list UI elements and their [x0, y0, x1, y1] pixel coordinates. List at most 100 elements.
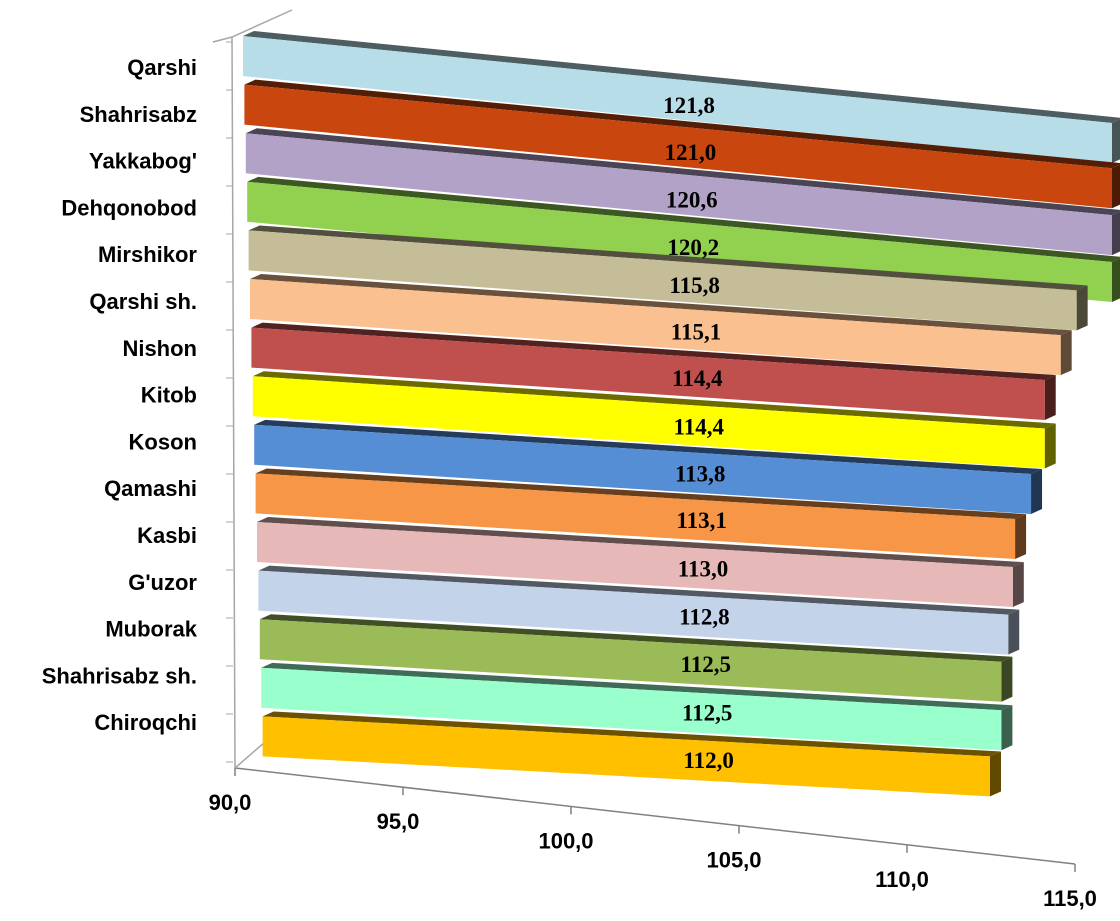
data-label: 114,4 — [672, 366, 723, 391]
bar-side — [1001, 705, 1013, 751]
bar-side — [1112, 258, 1120, 302]
bar-front — [244, 84, 1112, 209]
data-label: 115,8 — [669, 273, 719, 298]
bar — [250, 274, 1072, 376]
bar — [244, 79, 1120, 209]
category-label: Shahrisabz — [80, 102, 197, 127]
x-tick-label: 100,0 — [538, 828, 593, 853]
category-label: Koson — [129, 429, 197, 454]
bar-side — [1015, 514, 1027, 560]
category-label: Shahrisabz sh. — [42, 663, 197, 688]
y-axis-line — [231, 36, 236, 769]
category-label: Mirshikor — [98, 242, 197, 267]
x-tick-label: 90,0 — [209, 790, 252, 815]
category-label: Kitob — [141, 383, 197, 408]
bar-side — [1076, 285, 1088, 331]
category-label: Chiroqchi — [94, 710, 197, 735]
bar-top — [248, 225, 1088, 291]
data-label: 112,5 — [682, 701, 732, 726]
bar — [262, 711, 1002, 797]
category-label: Muborak — [105, 617, 197, 642]
bar-front — [252, 376, 1045, 469]
bar-side — [1044, 423, 1056, 469]
bar — [254, 419, 1043, 514]
bar-top — [258, 565, 1020, 615]
bar-front — [248, 230, 1077, 331]
bar-top — [243, 31, 1120, 123]
data-label: 114,4 — [674, 414, 725, 439]
bar-top — [252, 371, 1056, 429]
bar-top — [261, 662, 1013, 711]
bar-side — [1001, 656, 1013, 702]
category-label: Yakkabog' — [89, 149, 197, 174]
bar-front — [250, 279, 1061, 376]
bar-side — [1112, 211, 1120, 256]
bar-side — [1012, 562, 1024, 608]
bar-front — [258, 570, 1009, 655]
bar-side — [1008, 609, 1020, 655]
bar-top — [262, 711, 1002, 757]
x-axis-line — [234, 767, 1076, 865]
data-label: 121,8 — [663, 93, 715, 118]
bar-top — [259, 614, 1013, 662]
bar-front — [259, 619, 1002, 702]
category-label: Dehqonobod — [61, 195, 197, 220]
chart-labels: 90,0 95,0 100,0 105,0 110,0 115,0 Qarshi 121,8 S… — [42, 55, 1097, 911]
data-label: 120,6 — [666, 187, 718, 212]
bar — [245, 128, 1120, 256]
data-label: 113,1 — [676, 508, 726, 533]
category-label: Qamashi — [104, 476, 197, 501]
data-label: 113,0 — [678, 556, 728, 581]
bar — [243, 31, 1120, 163]
bar-top — [254, 419, 1043, 474]
bar-front — [262, 716, 991, 797]
bar-front — [261, 667, 1002, 751]
bar — [257, 517, 1024, 608]
bar — [261, 662, 1013, 751]
category-label: Kasbi — [137, 523, 197, 548]
bar-front — [257, 522, 1013, 608]
x-tick-label: 95,0 — [377, 809, 420, 834]
bar — [259, 614, 1013, 702]
bar-top — [245, 128, 1120, 216]
x-tick-label: 110,0 — [875, 867, 929, 892]
category-label: Nishon — [122, 336, 197, 361]
bar-side — [1044, 375, 1056, 420]
bar — [248, 225, 1088, 331]
bar-front — [255, 473, 1016, 560]
data-label: 115,1 — [671, 319, 721, 344]
bar — [255, 468, 1027, 560]
data-label: 120,2 — [667, 235, 719, 260]
bar-top — [244, 79, 1120, 169]
bar — [252, 371, 1056, 469]
category-label: G'uzor — [128, 570, 197, 595]
bar-side — [1112, 119, 1120, 163]
axis-floor-edge — [234, 741, 266, 769]
bar-side — [1112, 164, 1120, 209]
x-tick-label: 105,0 — [706, 848, 761, 873]
chart-bars — [243, 31, 1120, 797]
category-label: Qarshi — [127, 55, 197, 80]
bar — [258, 565, 1020, 655]
bar-side — [1060, 330, 1072, 376]
chart-axes — [212, 9, 1076, 872]
x-tick-label: 115,0 — [1043, 886, 1097, 911]
bar-side — [990, 751, 1001, 797]
data-label: 112,5 — [681, 652, 731, 677]
data-label: 121,0 — [665, 140, 717, 165]
bar-top — [251, 322, 1056, 380]
bar — [251, 322, 1056, 420]
category-label: Qarshi sh. — [89, 289, 197, 314]
bar-front — [245, 133, 1113, 256]
data-label: 113,8 — [675, 461, 725, 486]
bar-top — [257, 517, 1024, 568]
bar-front — [243, 36, 1112, 163]
bar-front — [251, 327, 1045, 420]
bar-side — [1031, 469, 1043, 514]
bar-top — [255, 468, 1027, 520]
data-label: 112,0 — [683, 748, 733, 773]
bar-front — [254, 424, 1032, 514]
bar-top — [250, 274, 1072, 336]
bar-top — [247, 176, 1120, 262]
